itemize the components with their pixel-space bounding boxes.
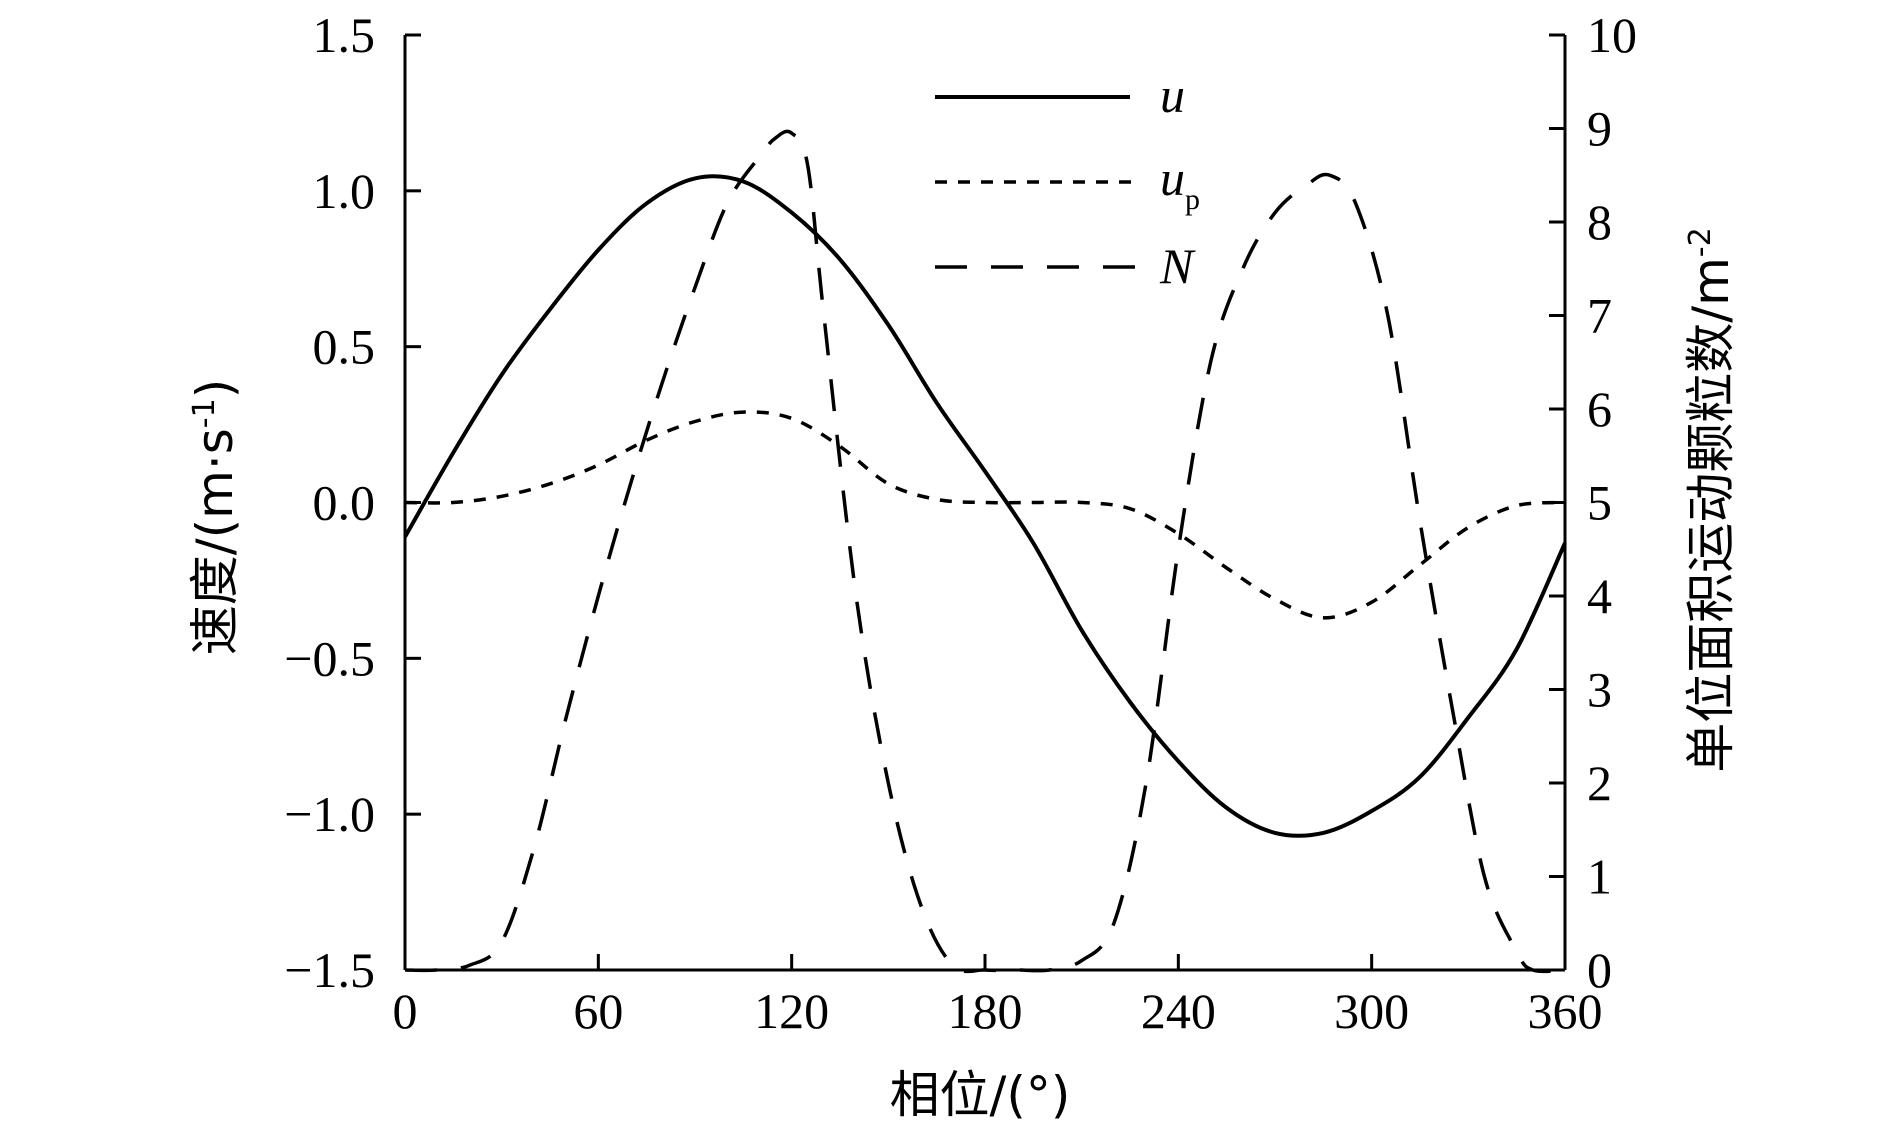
y-right-tick-label: 4 (1587, 568, 1612, 624)
y-right-tick-label: 6 (1587, 381, 1612, 437)
y-left-tick-label: 1.0 (313, 163, 376, 219)
x-tick-label: 0 (393, 983, 418, 1039)
y-right-tick-label: 1 (1587, 849, 1612, 905)
series-layer (403, 129, 1567, 974)
x-tick-label: 240 (1141, 983, 1216, 1039)
y-right-tick-label: 3 (1587, 662, 1612, 718)
y-right-tick-label: 5 (1587, 475, 1612, 531)
legend: u up N (935, 67, 1200, 294)
y-left-axis-title-sup: -1 (187, 398, 222, 428)
legend-label-u: u (1160, 67, 1185, 123)
y-left-tick-label: −0.5 (284, 630, 375, 686)
series-up-line (404, 410, 1566, 620)
y-right-tick-label: 0 (1587, 942, 1612, 998)
y-left-axis-title: 速度/(m·s-1) (186, 379, 244, 655)
y-right-tick-label: 7 (1587, 288, 1612, 344)
y-right-tick-label: 9 (1587, 101, 1612, 157)
y-right-tick-label: 2 (1587, 755, 1612, 811)
y-left-axis-title-close: ) (186, 379, 244, 399)
x-axis-ticks: 0 60 120 180 240 300 360 (393, 954, 1603, 1039)
x-tick-label: 360 (1528, 983, 1603, 1039)
legend-label-up: up (1160, 150, 1200, 216)
x-tick-label: 180 (948, 983, 1023, 1039)
y-right-tick-label: 8 (1587, 194, 1612, 250)
legend-label-up-main: u (1160, 150, 1185, 206)
y-right-tick-label: 10 (1587, 7, 1637, 63)
series-u-line (403, 174, 1567, 838)
series-n-line (404, 129, 1566, 974)
y-left-axis-ticks: 1.5 1.0 0.5 0.0 −0.5 −1.0 −1.5 (284, 7, 421, 998)
y-left-tick-label: 0.5 (313, 319, 376, 375)
y-left-tick-label: −1.0 (284, 786, 375, 842)
y-right-axis-title-main: 单位面积运动颗粒数/m (1682, 257, 1740, 773)
plot-frame (403, 35, 1567, 972)
y-left-tick-label: 0.0 (313, 475, 376, 531)
legend-label-n: N (1159, 238, 1196, 294)
x-tick-label: 60 (573, 983, 623, 1039)
y-left-tick-label: −1.5 (284, 942, 375, 998)
x-tick-label: 300 (1334, 983, 1409, 1039)
legend-label-up-sub: p (1185, 183, 1200, 216)
y-left-tick-label: 1.5 (313, 7, 376, 63)
y-right-axis-title-sup: -2 (1683, 227, 1718, 257)
x-axis-title: 相位/(°) (890, 1066, 1071, 1124)
y-right-axis-title: 单位面积运动颗粒数/m-2 (1682, 227, 1740, 772)
y-left-axis-title-main: 速度/(m·s (186, 428, 244, 655)
x-tick-label: 120 (754, 983, 829, 1039)
